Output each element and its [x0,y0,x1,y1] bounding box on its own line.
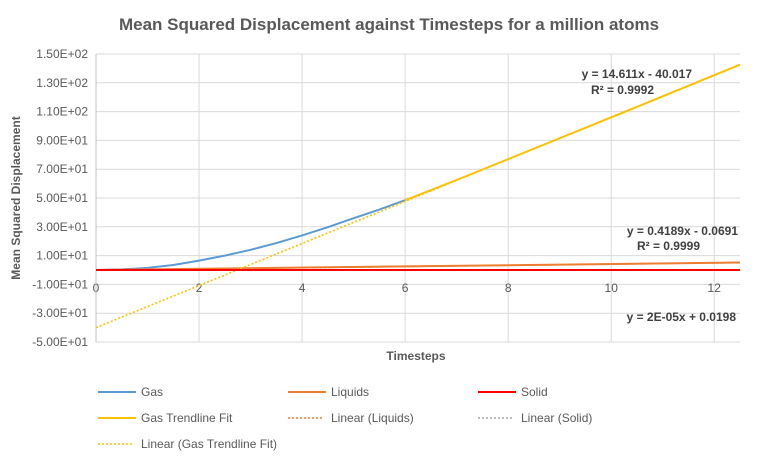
legend-label: Gas Trendline Fit [141,411,233,425]
x-tick-label: 6 [402,281,409,295]
series-line-gas [95,199,406,271]
legend-label: Linear (Liquids) [331,411,414,425]
x-tick-label: 10 [605,281,619,295]
y-tick-label: 9.00E+01 [36,133,88,147]
y-tick-label: 3.00E+01 [36,220,88,234]
legend-item: Gas Trendline Fit [98,411,233,425]
y-tick-label: 7.00E+01 [36,162,88,176]
gas-trend-equation: y = 14.611x - 40.017 [582,67,693,81]
legend-label: Linear (Gas Trendline Fit) [141,437,277,451]
legend-label: Liquids [331,385,369,399]
y-tick-label: -5.00E+01 [32,335,88,349]
legend-label: Gas [141,385,163,399]
legend-item: Linear (Liquids) [288,411,414,425]
liquids-trend-r2: R² = 0.9999 [637,239,700,253]
x-tick-label: 2 [196,281,203,295]
y-tick-label: 1.30E+02 [36,76,88,90]
y-tick-label: -1.00E+01 [32,277,88,291]
legend-item: Liquids [288,385,369,399]
x-tick-label: 8 [505,281,512,295]
solid-trend-equation: y = 2E-05x + 0.0198 [627,310,737,324]
legend-label: Solid [521,385,548,399]
x-tick-label: 12 [708,281,722,295]
y-tick-label: 1.10E+02 [36,105,88,119]
gas-trend-r2: R² = 0.9992 [591,83,654,97]
legend-item: Linear (Solid) [478,411,592,425]
y-tick-label: 1.50E+02 [36,47,88,61]
legend-item: Linear (Gas Trendline Fit) [98,437,277,451]
y-axis-label: Mean Squared Displacement [9,116,23,279]
series-line-linear-liquids [95,261,741,271]
y-tick-label: 1.00E+01 [36,249,88,263]
x-axis-label: Timesteps [386,349,445,363]
legend-item: Solid [478,385,548,399]
x-tick-label: 4 [299,281,306,295]
legend-label: Linear (Solid) [521,411,592,425]
y-tick-label: -3.00E+01 [32,306,88,320]
legend-item: Gas [98,385,163,399]
liquids-trend-equation: y = 0.4189x - 0.0691 [627,224,738,238]
y-tick-label: 5.00E+01 [36,191,88,205]
chart-title: Mean Squared Displacement against Timest… [119,15,659,34]
